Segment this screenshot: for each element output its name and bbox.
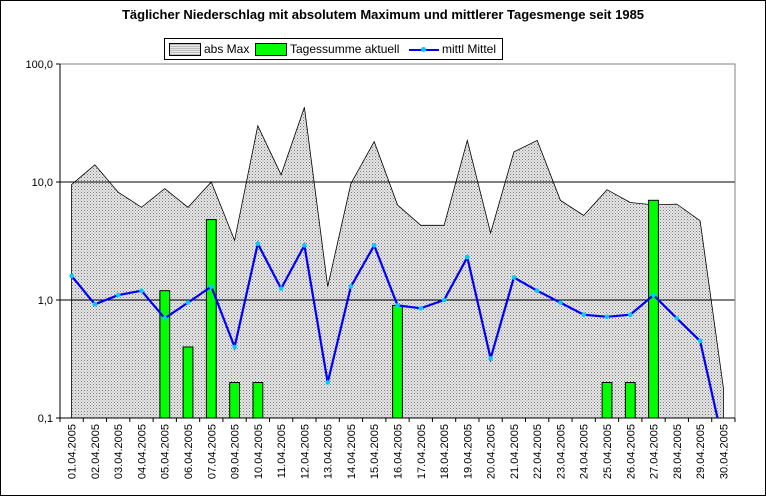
bar-tagessumme: [624, 382, 636, 419]
x-tick-label: 23.04.2005: [555, 424, 567, 479]
x-tick-label: 25.04.2005: [602, 424, 614, 479]
x-tick-label: 26.04.2005: [625, 424, 637, 479]
point-mittl-mittel: [209, 284, 214, 289]
x-tick-label: 04.04.2005: [136, 424, 148, 479]
point-mittl-mittel: [418, 306, 424, 311]
point-mittl-mittel: [674, 316, 680, 321]
x-tick-label: 05.04.2005: [160, 424, 172, 479]
bar-tagessumme: [252, 382, 264, 419]
legend-item-tagessumme: Tagessumme aktuell: [255, 41, 399, 57]
x-tick-label: 16.04.2005: [393, 424, 405, 479]
chart-title: Täglicher Niederschlag mit absolutem Max…: [121, 7, 645, 22]
point-mittl-mittel: [441, 297, 447, 303]
point-mittl-mittel: [325, 380, 331, 385]
legend-label-abs-max: abs Max: [204, 42, 250, 56]
x-tick-label: 06.04.2005: [183, 424, 195, 479]
point-mittl-mittel: [697, 338, 703, 344]
point-mittl-mittel: [92, 302, 98, 307]
legend-swatch-bar: [255, 42, 287, 56]
point-mittl-mittel: [162, 316, 167, 321]
legend-item-abs-max: abs Max: [169, 41, 249, 57]
x-tick-label: 17.04.2005: [416, 424, 428, 479]
point-mittl-mittel: [581, 312, 586, 318]
point-mittl-mittel: [511, 275, 517, 280]
point-mittl-mittel: [534, 288, 540, 294]
bar-tagessumme: [229, 382, 240, 419]
legend-item-mittl-mittel: mittl Mittel: [409, 41, 496, 57]
y-tick-label: 0,1: [38, 413, 53, 425]
x-tick-label: 03.04.2005: [113, 424, 125, 479]
x-tick-label: 29.04.2005: [695, 424, 707, 479]
x-tick-label: 18.04.2005: [439, 424, 451, 479]
x-tick-label: 20.04.2005: [486, 424, 498, 479]
x-tick-label: 27.04.2005: [649, 424, 661, 479]
x-tick-label: 11.04.2005: [276, 424, 288, 478]
point-mittl-mittel: [348, 284, 354, 289]
bar-tagessumme: [648, 199, 659, 419]
legend-swatch-line: [409, 44, 439, 55]
legend-label-mittl-mittel: mittl Mittel: [442, 42, 496, 56]
point-mittl-mittel: [558, 300, 563, 305]
point-mittl-mittel: [278, 286, 284, 291]
y-tick-label: 10,0: [32, 177, 53, 189]
x-tick-label: 07.04.2005: [206, 424, 218, 479]
x-tick-label: 13.04.2005: [323, 424, 335, 479]
point-mittl-mittel: [371, 243, 377, 248]
y-tick-label: 1,0: [38, 295, 53, 307]
point-mittl-mittel: [604, 314, 610, 320]
x-tick-label: 12.04.2005: [299, 424, 311, 479]
bar-tagessumme: [205, 219, 217, 419]
legend-swatch-area: [169, 42, 201, 56]
point-mittl-mittel: [488, 356, 493, 361]
x-tick-label: 30.04.2005: [718, 424, 730, 479]
point-mittl-mittel: [395, 303, 400, 308]
bar-tagessumme: [182, 346, 194, 419]
point-mittl-mittel: [139, 288, 144, 294]
point-mittl-mittel: [185, 300, 191, 305]
x-tick-label: 19.04.2005: [462, 424, 474, 479]
bar-tagessumme: [159, 290, 171, 419]
x-tick-label: 22.04.2005: [532, 424, 544, 479]
chart-legend: abs Max Tagessumme aktuell mittl Mittel: [164, 38, 503, 60]
bar-tagessumme: [392, 304, 403, 419]
bar-tagessumme: [601, 382, 613, 419]
point-mittl-mittel: [628, 312, 633, 318]
x-tick-label: 09.04.2005: [230, 424, 242, 479]
x-tick-label: 02.04.2005: [90, 424, 102, 479]
y-tick-label: 100,0: [25, 59, 53, 71]
point-mittl-mittel: [255, 241, 261, 246]
point-mittl-mittel: [69, 273, 74, 279]
legend-label-tagessumme: Tagessumme aktuell: [290, 42, 400, 56]
point-mittl-mittel: [115, 292, 121, 298]
x-tick-label: 21.04.2005: [509, 424, 521, 479]
x-tick-label: 24.04.2005: [579, 424, 591, 479]
x-tick-label: 14.04.2005: [346, 424, 358, 479]
x-tick-label: 10.04.2005: [253, 424, 265, 479]
point-mittl-mittel: [232, 344, 237, 350]
point-mittl-mittel: [465, 254, 470, 260]
point-mittl-mittel: [302, 243, 307, 248]
point-mittl-mittel: [651, 292, 656, 298]
x-tick-label: 01.04.2005: [67, 424, 79, 479]
x-tick-label: 15.04.2005: [369, 424, 381, 479]
x-tick-label: 28.04.2005: [672, 424, 684, 479]
